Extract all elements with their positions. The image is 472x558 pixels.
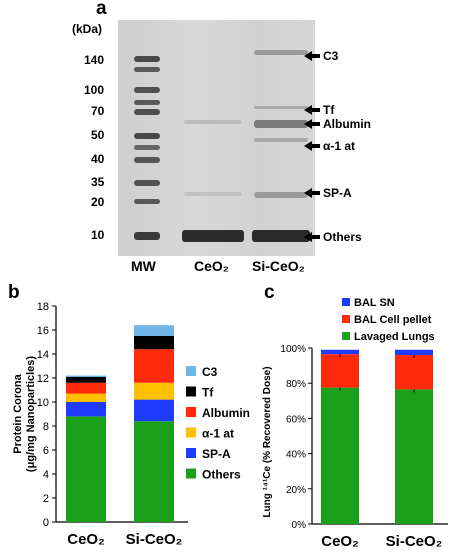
- gel-image: [118, 20, 315, 256]
- chart-c-bar-bal-sn-1: [321, 349, 359, 355]
- chart-b-ylabel: Protein Corona(μg/mg Nanoparticles): [12, 356, 37, 472]
- chart-c-legend-swatch-bal-cell-pellet: [342, 315, 350, 323]
- chart-c-ytick-label: 40%: [286, 450, 306, 461]
- kda-label: (kDa): [72, 22, 103, 36]
- chart-b-legend-label-tf: Tf: [202, 386, 214, 400]
- chart-b-bar-1-at-2: [134, 382, 174, 400]
- chart-c: Lung ¹⁴¹Ce (% Recovered Dose) 0% 20% 40% 60%…: [262, 297, 448, 550]
- chart-b-ytick-label: 16: [37, 325, 49, 337]
- chart-b-bar-others-2: [134, 421, 174, 522]
- chart-b-bar-albumin-1: [66, 382, 106, 394]
- mw-marker-20: 20: [91, 195, 105, 209]
- chart-b-category-label: Si-CeO₂: [126, 531, 183, 548]
- mw-marker-70: 70: [91, 104, 105, 118]
- chart-c-legend-swatch-bal-sn: [342, 298, 350, 306]
- chart-b-legend-label-sp-a: SP-A: [202, 447, 231, 461]
- annotation-sp-a: SP-A: [323, 186, 352, 200]
- chart-b-legend-swatch-others: [186, 468, 196, 479]
- chart-b-legend-label-albumin: Albumin: [202, 406, 250, 420]
- chart-b-ytick-label: 12: [37, 373, 49, 385]
- chart-b-ytick-label: 14: [37, 349, 49, 361]
- chart-b-ytick-label: 4: [43, 469, 49, 481]
- chart-b-bar-others-1: [66, 416, 106, 522]
- chart-b-bar-tf-1: [66, 376, 106, 383]
- chart-b-category-label: CeO₂: [67, 531, 105, 548]
- chart-b-legend-label-c3: C3: [202, 365, 218, 379]
- chart-b-bar-sp-a-2: [134, 399, 174, 422]
- chart-c-legend-label-bal-cell-pellet: BAL Cell pellet: [354, 314, 432, 326]
- chart-b: Protein Corona(μg/mg Nanoparticles) 0 2 4 6 8…: [12, 301, 250, 548]
- chart-b-legend-swatch-1-at: [186, 427, 196, 438]
- annotation-c3: C3: [323, 49, 339, 63]
- lane-label-si-ceo2: Si-CeO₂: [252, 258, 305, 274]
- chart-b-bar-c3-1: [66, 375, 106, 377]
- chart-b-bar-sp-a-1: [66, 402, 106, 417]
- mw-marker-50: 50: [91, 128, 105, 142]
- chart-b-bar-1-at-1: [66, 393, 106, 402]
- chart-b-bar-albumin-2: [134, 349, 174, 383]
- mw-marker-140: 140: [84, 53, 105, 67]
- lane-label-ceo2: CeO₂: [194, 258, 230, 274]
- chart-b-bar-tf-2: [134, 336, 174, 350]
- chart-c-ytick-label: 0%: [292, 520, 307, 531]
- chart-b-legend-swatch-sp-a: [186, 448, 196, 458]
- mw-marker-10: 10: [91, 228, 105, 242]
- chart-c-ytick-label: 60%: [286, 414, 306, 425]
- chart-c-bar-bal-cell-pellet-1: [321, 354, 359, 388]
- chart-c-category-label: CeO₂: [321, 533, 359, 550]
- chart-c-ytick-label: 80%: [286, 379, 306, 390]
- chart-b-bar-c3-2: [134, 325, 174, 336]
- mw-marker-35: 35: [91, 175, 105, 189]
- chart-c-legend-swatch-lavaged-lungs: [342, 332, 350, 340]
- chart-c-legend-label-lavaged-lungs: Lavaged Lungs: [354, 331, 435, 343]
- chart-b-legend-swatch-albumin: [186, 407, 196, 417]
- chart-b-ytick-label: 6: [43, 445, 49, 457]
- chart-b-ytick-label: 0: [43, 517, 49, 529]
- chart-c-ytick-label: 100%: [280, 344, 306, 355]
- chart-b-legend-label-1-at: α-1 at: [202, 427, 234, 441]
- annotation-others: Others: [323, 230, 362, 244]
- chart-c-category-label: Si-CeO₂: [386, 533, 443, 550]
- annotation-alpha1-at: α-1 at: [323, 139, 356, 153]
- chart-b-ytick-label: 2: [43, 493, 49, 505]
- chart-b-ytick-label: 18: [37, 301, 49, 313]
- annotation-albumin: Albumin: [323, 117, 371, 131]
- chart-c-bar-bal-cell-pellet-2: [395, 355, 433, 390]
- chart-b-legend-swatch-c3: [186, 366, 196, 376]
- chart-c-legend-label-bal-sn: BAL SN: [354, 297, 395, 309]
- panel-a-letter: a: [96, 0, 107, 19]
- chart-b-ytick-label: 8: [43, 421, 49, 433]
- chart-c-bar-bal-sn-2: [395, 349, 433, 356]
- lane-label-mw: MW: [131, 258, 156, 274]
- mw-marker-40: 40: [91, 152, 105, 166]
- mw-marker-100: 100: [84, 83, 105, 97]
- chart-c-bar-lavaged-lungs-2: [395, 389, 433, 524]
- gel-arrows: [304, 51, 320, 242]
- chart-b-ytick-label: 10: [37, 397, 49, 409]
- chart-c-ytick-label: 20%: [286, 485, 306, 496]
- chart-c-ylabel: Lung ¹⁴¹Ce (% Recovered Dose): [262, 366, 273, 517]
- chart-b-legend-swatch-tf: [186, 386, 196, 397]
- chart-c-bar-lavaged-lungs-1: [321, 387, 359, 524]
- chart-b-legend-label-others: Others: [202, 468, 241, 482]
- annotation-tf: Tf: [323, 103, 335, 117]
